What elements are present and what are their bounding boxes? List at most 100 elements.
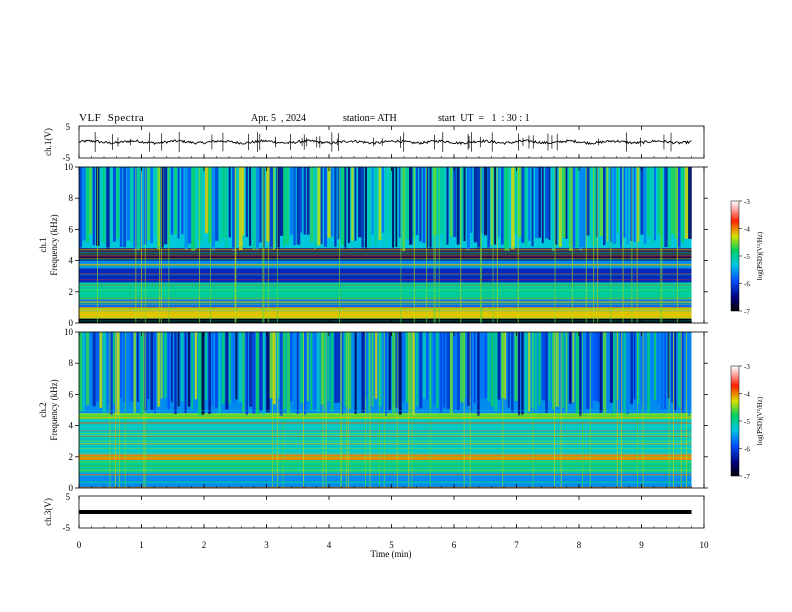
striation — [460, 167, 464, 242]
striation — [194, 332, 198, 400]
ytick-label: 4 — [69, 256, 74, 266]
striation — [402, 167, 406, 252]
striation — [300, 332, 304, 403]
striation — [211, 167, 215, 251]
striation — [466, 167, 470, 251]
striation — [310, 167, 314, 242]
ch2-colorbar-label: log(PSD)(V²/Hz) — [756, 396, 764, 445]
striation — [480, 332, 484, 399]
striation — [586, 167, 590, 236]
striation — [504, 332, 507, 400]
striation — [592, 332, 597, 401]
striation — [473, 167, 478, 243]
striation — [538, 167, 541, 238]
striation — [664, 167, 668, 248]
striation — [667, 332, 670, 399]
striation — [334, 167, 337, 247]
ch3-ytick-minus5: -5 — [63, 523, 71, 533]
striation — [116, 332, 120, 415]
striation — [204, 332, 208, 401]
striation — [181, 332, 184, 402]
striation — [378, 167, 382, 241]
xtick-label: 3 — [264, 540, 269, 550]
striation — [504, 167, 508, 251]
striation — [133, 332, 137, 413]
striation — [351, 332, 355, 411]
ch2-freq-ylabel-line1: ch.2 — [38, 402, 48, 417]
ytick-label: 8 — [69, 358, 74, 368]
striation — [545, 167, 549, 239]
striation — [426, 332, 429, 400]
band-3 — [79, 282, 692, 300]
striation — [524, 332, 528, 414]
striation — [422, 167, 426, 244]
striation — [664, 332, 667, 409]
ch1-colorbar: -3 -4 -5 -6 -7 log(PSD)(V²/Hz) — [730, 198, 764, 316]
striation — [412, 332, 415, 415]
striation — [371, 167, 374, 235]
striation — [245, 167, 249, 238]
colorbar-tick-label: -3 — [744, 198, 750, 206]
striation — [640, 167, 644, 235]
striation — [177, 167, 180, 239]
ytick-label: 0 — [69, 483, 74, 493]
striation — [521, 332, 524, 416]
striation — [558, 332, 562, 405]
striation — [511, 167, 515, 249]
striation — [409, 332, 412, 414]
striation — [330, 332, 334, 412]
striation — [208, 332, 212, 414]
band-1 — [79, 307, 692, 319]
striation — [592, 167, 597, 247]
striation — [174, 167, 177, 235]
ytick-label: 0 — [69, 318, 74, 328]
striation — [160, 332, 163, 399]
striation — [487, 167, 490, 248]
striation — [677, 332, 681, 407]
striation — [623, 167, 626, 238]
striation — [626, 167, 629, 244]
striation — [633, 167, 636, 242]
striation — [487, 332, 490, 402]
striation — [79, 167, 83, 249]
striation — [89, 167, 92, 235]
striation — [320, 332, 325, 405]
striation — [541, 332, 546, 401]
striation — [164, 167, 168, 245]
striation — [201, 332, 205, 416]
striation — [324, 332, 327, 411]
date-label: Apr. 5 , 2024 — [251, 113, 306, 124]
striation — [637, 167, 640, 242]
striation — [449, 332, 453, 414]
striation — [439, 332, 443, 413]
striation — [412, 167, 416, 238]
ch2-freq-ylabel-line2: Frequency (kHz) — [49, 379, 59, 440]
striation — [415, 332, 419, 407]
striation — [344, 167, 347, 252]
striation — [238, 332, 243, 403]
striation — [453, 167, 457, 238]
striation — [575, 167, 579, 249]
striation — [272, 167, 275, 250]
colorbar-tick-label: -4 — [744, 226, 750, 234]
striation — [671, 167, 675, 234]
striation — [470, 167, 473, 233]
striation — [296, 167, 301, 245]
striation — [136, 332, 139, 402]
striation — [276, 167, 280, 251]
striation — [255, 332, 259, 415]
striation — [225, 167, 228, 248]
striation — [677, 167, 681, 249]
striation — [252, 167, 256, 250]
striation — [306, 167, 310, 235]
striation — [184, 167, 189, 250]
xtick-label: 1 — [139, 540, 144, 550]
striation — [341, 332, 344, 415]
striation — [517, 332, 521, 416]
striation — [368, 332, 371, 411]
striation — [92, 332, 96, 407]
striation — [654, 167, 656, 241]
striation — [579, 332, 582, 417]
striation — [116, 167, 120, 239]
striation — [358, 167, 362, 238]
